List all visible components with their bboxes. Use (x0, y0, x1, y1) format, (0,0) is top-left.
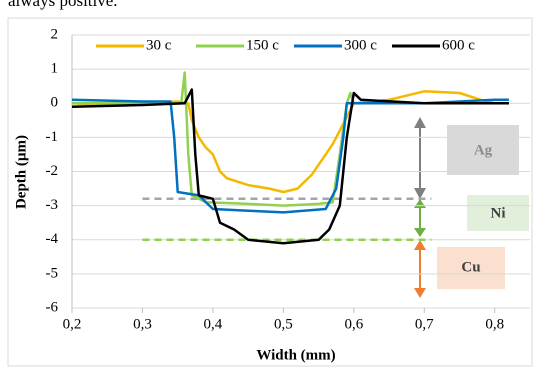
x-tick-label: 0,5 (274, 316, 293, 332)
x-tick-label: 0,6 (344, 316, 363, 332)
x-tick-label: 0,8 (485, 316, 504, 332)
y-tick-label: 2 (51, 26, 59, 42)
x-axis-label: Width (mm) (256, 347, 335, 363)
legend-label: 600 c (442, 37, 475, 53)
layer-arrows (414, 117, 426, 298)
cu-label: Cu (461, 259, 480, 275)
series-line (71, 88, 509, 245)
x-tick-label: 0,4 (204, 316, 223, 332)
legend-label: 30 c (146, 37, 172, 53)
y-tick-label: 1 (51, 61, 59, 77)
ag-box (447, 125, 519, 175)
chart-frame (7, 17, 533, 367)
y-tick-label: -6 (46, 299, 59, 315)
ag-label: Ag (474, 142, 493, 158)
y-tick-label: -2 (46, 163, 59, 179)
y-tick-label: -1 (46, 129, 59, 145)
x-tick-label: 0,3 (133, 316, 152, 332)
y-tick-label: 0 (51, 95, 59, 111)
ni-label: Ni (491, 205, 506, 221)
legend-label: 150 c (246, 37, 279, 53)
y-tick-label: -5 (46, 265, 59, 281)
x-tick-label: 0,2 (63, 316, 82, 332)
legend-label: 300 c (344, 37, 377, 53)
series-line (71, 98, 509, 214)
ni-box (467, 195, 529, 231)
page-text: always positive. (8, 0, 118, 10)
cu-box (437, 247, 505, 289)
y-axis-label: Depth (µm) (13, 135, 29, 209)
series-line (71, 90, 509, 194)
y-tick-label: -4 (46, 231, 59, 247)
y-tick-label: -3 (46, 197, 59, 213)
x-tick-label: 0,7 (415, 316, 434, 332)
